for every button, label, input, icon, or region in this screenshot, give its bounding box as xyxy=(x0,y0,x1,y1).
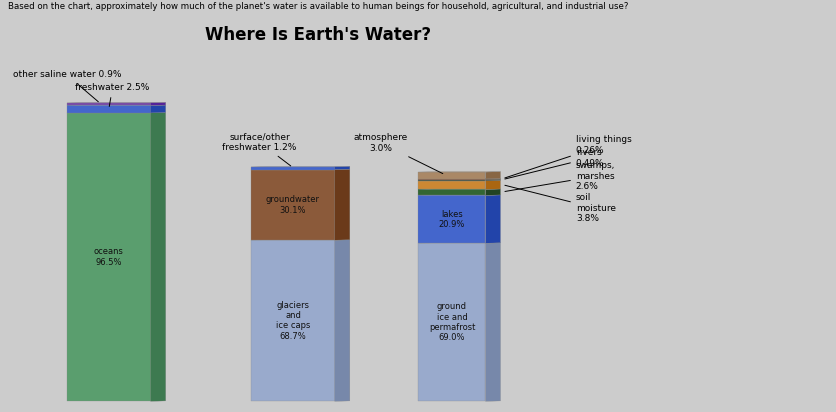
Text: Where Is Earth's Water?: Where Is Earth's Water? xyxy=(205,26,431,44)
Text: oceans
96.5%: oceans 96.5% xyxy=(94,248,124,267)
Polygon shape xyxy=(418,172,485,179)
Polygon shape xyxy=(67,112,166,113)
Polygon shape xyxy=(418,190,485,195)
Polygon shape xyxy=(418,179,500,180)
Text: Based on the chart, approximately how much of the planet's water is available to: Based on the chart, approximately how mu… xyxy=(8,2,628,11)
Text: other saline water 0.9%: other saline water 0.9% xyxy=(13,70,121,102)
Polygon shape xyxy=(485,178,500,180)
Polygon shape xyxy=(485,179,500,181)
Polygon shape xyxy=(418,189,500,190)
Text: atmosphere
3.0%: atmosphere 3.0% xyxy=(354,133,442,173)
Polygon shape xyxy=(150,105,166,113)
Text: living things
0.26%: living things 0.26% xyxy=(504,136,631,178)
Polygon shape xyxy=(418,178,500,179)
Polygon shape xyxy=(67,103,150,105)
Polygon shape xyxy=(67,105,150,113)
Polygon shape xyxy=(485,195,500,243)
Polygon shape xyxy=(418,243,485,401)
Polygon shape xyxy=(67,113,150,401)
Polygon shape xyxy=(334,166,349,170)
Polygon shape xyxy=(251,169,349,170)
Polygon shape xyxy=(418,180,485,181)
Text: lakes
20.9%: lakes 20.9% xyxy=(438,210,465,229)
Polygon shape xyxy=(67,102,166,103)
Polygon shape xyxy=(251,170,334,240)
Polygon shape xyxy=(150,102,166,105)
Polygon shape xyxy=(485,189,500,195)
Polygon shape xyxy=(418,195,485,243)
Text: glaciers
and
ice caps
68.7%: glaciers and ice caps 68.7% xyxy=(275,301,310,341)
Polygon shape xyxy=(418,181,485,190)
Polygon shape xyxy=(251,167,334,170)
Polygon shape xyxy=(485,180,500,190)
Text: groundwater
30.1%: groundwater 30.1% xyxy=(266,195,319,215)
Text: freshwater 2.5%: freshwater 2.5% xyxy=(75,83,150,106)
Polygon shape xyxy=(251,166,349,167)
Polygon shape xyxy=(334,169,349,240)
Polygon shape xyxy=(485,172,500,179)
Polygon shape xyxy=(150,112,166,401)
Text: rivers
0.49%: rivers 0.49% xyxy=(504,148,604,179)
Text: surface/other
freshwater 1.2%: surface/other freshwater 1.2% xyxy=(222,132,296,166)
Polygon shape xyxy=(418,179,485,180)
Polygon shape xyxy=(251,240,334,401)
Polygon shape xyxy=(418,180,500,181)
Text: ground
ice and
permafrost
69.0%: ground ice and permafrost 69.0% xyxy=(428,302,475,342)
Polygon shape xyxy=(334,240,349,401)
Text: swamps,
marshes
2.6%: swamps, marshes 2.6% xyxy=(504,162,614,192)
Polygon shape xyxy=(485,243,500,401)
Text: soil
moisture
3.8%: soil moisture 3.8% xyxy=(504,185,615,223)
